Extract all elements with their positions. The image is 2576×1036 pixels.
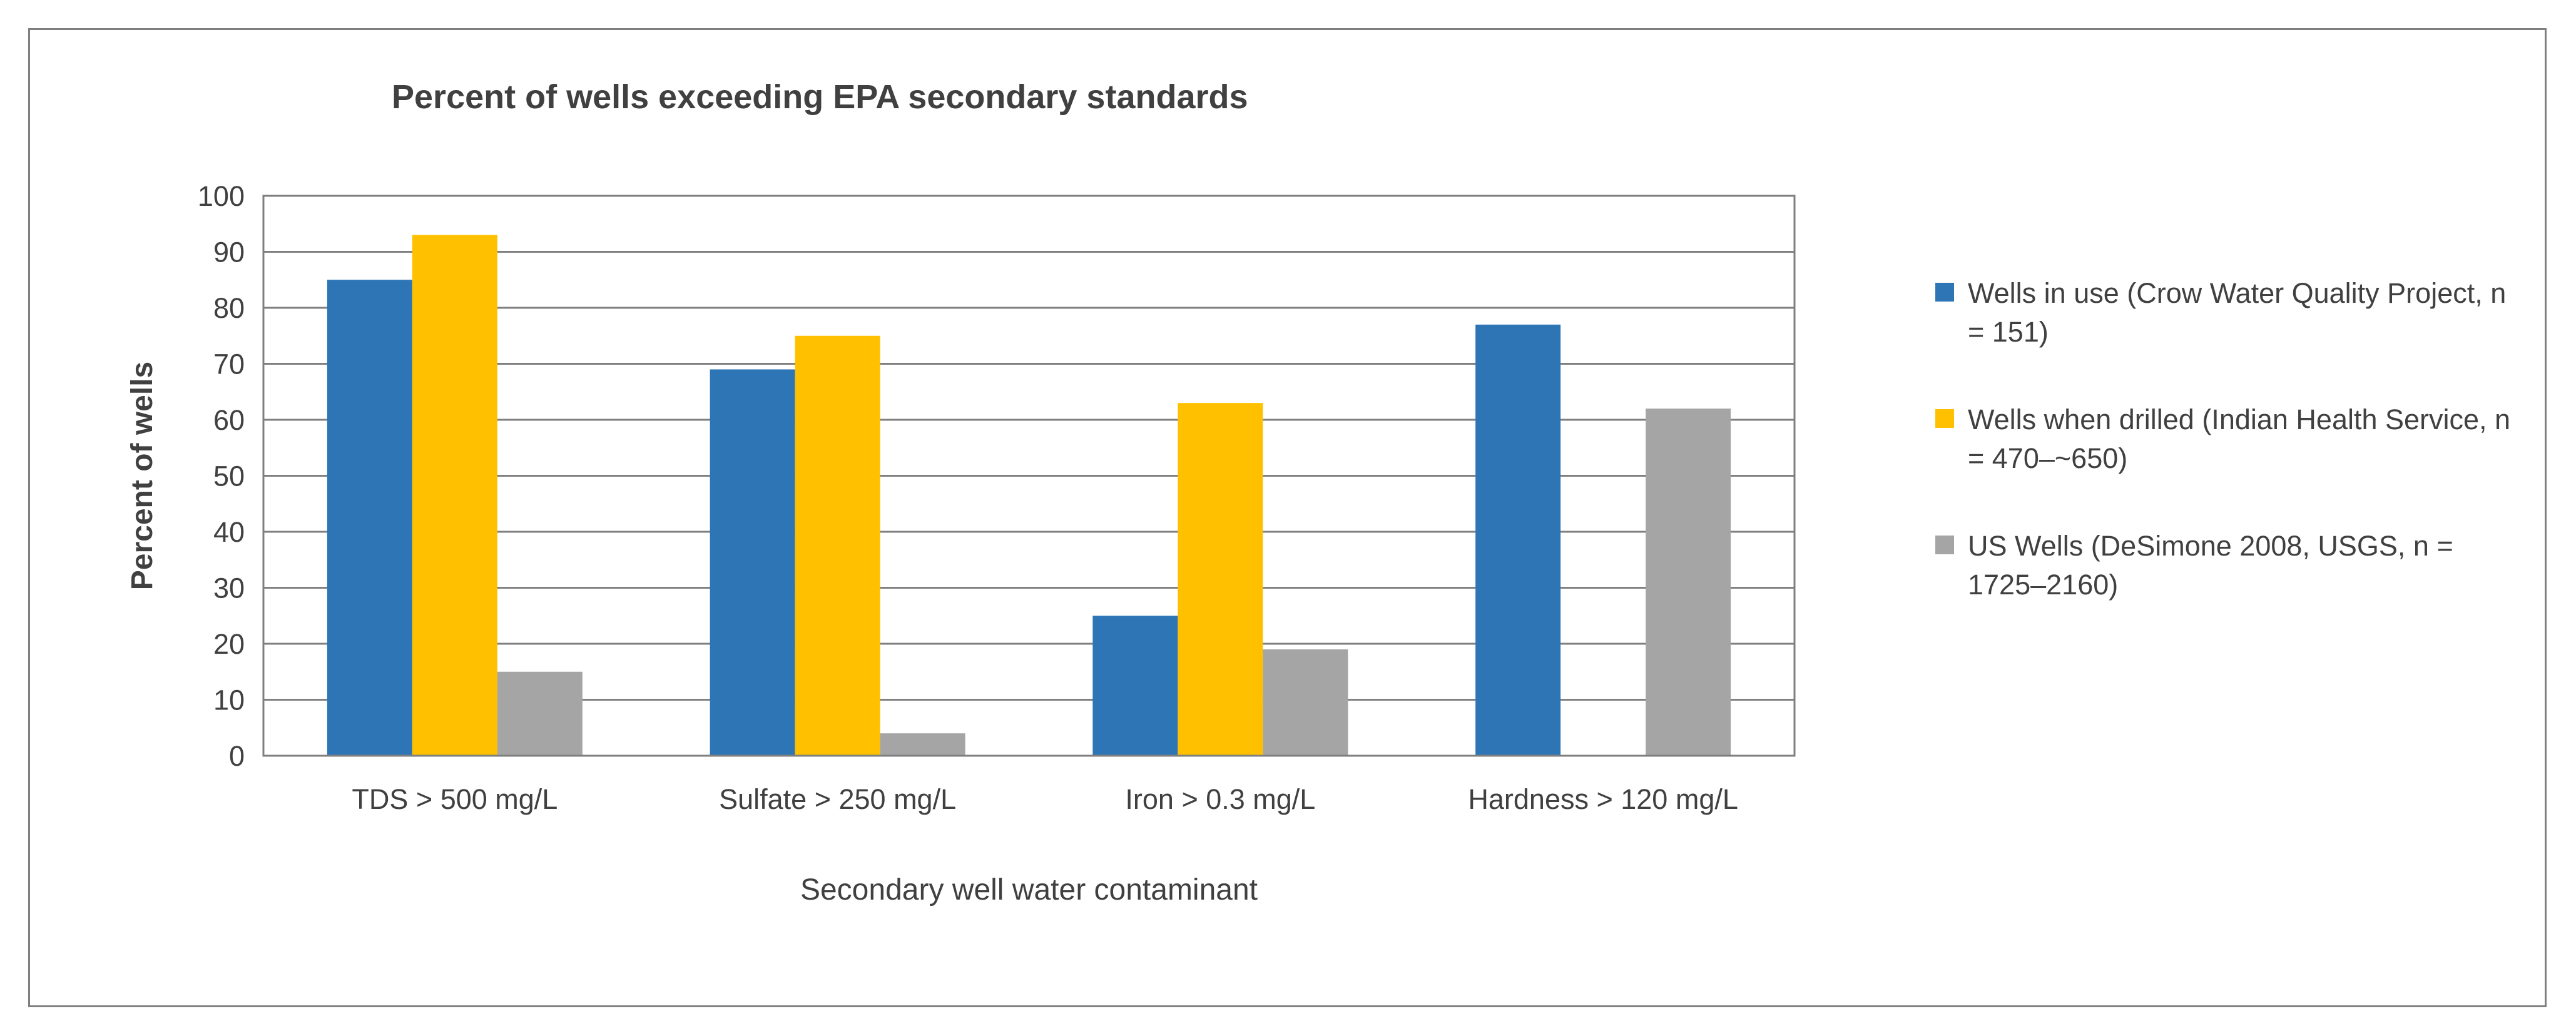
- x-category-label: Sulfate > 250 mg/L: [719, 783, 956, 815]
- x-category-label: Iron > 0.3 mg/L: [1125, 783, 1315, 815]
- plot-area-border: [262, 195, 1796, 757]
- y-tick-label: 70: [213, 348, 245, 380]
- x-category-label: Hardness > 120 mg/L: [1468, 783, 1738, 815]
- legend-swatch: [1935, 536, 1954, 554]
- y-axis-ticks: 0 10 20 30 40 50 60 70 80 90 100: [198, 180, 245, 772]
- legend-item-wells-when-drilled: Wells when drilled (Indian Health Servic…: [1935, 400, 2548, 478]
- bars: [327, 235, 1731, 756]
- bar-series-2-cat-3: [1646, 409, 1731, 756]
- chart-frame: Percent of wells exceeding EPA secondary…: [28, 28, 2547, 1007]
- legend-label: Wells in use (Crow Water Quality Project…: [1968, 277, 2507, 348]
- bar-series-0-cat-0: [327, 280, 412, 756]
- bar-series-0-cat-2: [1092, 616, 1178, 756]
- y-tick-label: 60: [213, 404, 245, 436]
- legend-item-us-wells: US Wells (DeSimone 2008, USGS, n = 1725–…: [1935, 527, 2548, 604]
- y-tick-label: 100: [198, 180, 245, 212]
- x-axis-categories: TDS > 500 mg/L Sulfate > 250 mg/L Iron > 0…: [352, 783, 1738, 815]
- y-tick-label: 0: [229, 740, 245, 772]
- y-tick-label: 20: [213, 628, 245, 660]
- legend: Wells in use (Crow Water Quality Project…: [1935, 274, 2548, 653]
- bar-chart: Percent of wells exceeding EPA secondary…: [126, 78, 1796, 906]
- chart-title: Percent of wells exceeding EPA secondary…: [392, 78, 1248, 116]
- bar-series-2-cat-0: [497, 671, 583, 756]
- legend-swatch: [1935, 409, 1954, 428]
- legend-label: US Wells (DeSimone 2008, USGS, n = 1725–…: [1968, 530, 2453, 601]
- y-tick-label: 90: [213, 236, 245, 268]
- y-tick-label: 50: [213, 460, 245, 492]
- x-category-label: TDS > 500 mg/L: [352, 783, 557, 815]
- y-tick-label: 80: [213, 292, 245, 324]
- legend-item-wells-in-use: Wells in use (Crow Water Quality Project…: [1935, 274, 2548, 352]
- bar-series-1-cat-1: [795, 335, 880, 756]
- legend-label: Wells when drilled (Indian Health Servic…: [1968, 404, 2511, 474]
- bar-series-0-cat-1: [710, 369, 795, 756]
- y-tick-label: 40: [213, 516, 245, 548]
- bar-series-1-cat-2: [1178, 403, 1263, 756]
- y-tick-label: 10: [213, 684, 245, 716]
- bar-series-1-cat-0: [412, 235, 497, 756]
- bar-series-0-cat-3: [1475, 324, 1561, 756]
- y-tick-label: 30: [213, 572, 245, 604]
- x-axis-title: Secondary well water contaminant: [800, 873, 1258, 906]
- bar-series-2-cat-2: [1263, 649, 1348, 756]
- bar-series-2-cat-1: [880, 733, 965, 756]
- y-axis-title: Percent of wells: [126, 362, 159, 590]
- legend-swatch: [1935, 283, 1954, 302]
